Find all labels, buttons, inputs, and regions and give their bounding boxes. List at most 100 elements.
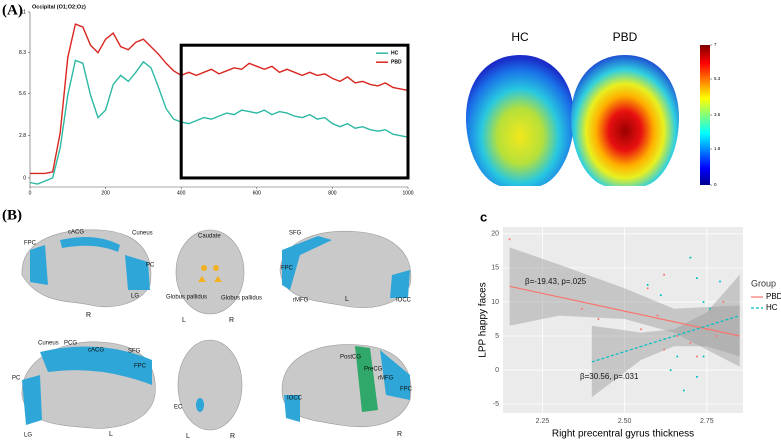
point xyxy=(580,307,583,310)
brain-label: SFG xyxy=(128,349,141,355)
brain-label: rMFG xyxy=(293,298,309,304)
point xyxy=(676,355,679,358)
head-pbd xyxy=(571,55,679,186)
annotation: β=-19.43, p=.025 xyxy=(525,277,587,286)
y-tick-label: 8.3 xyxy=(19,50,26,56)
legend-label: HC xyxy=(391,51,399,57)
brain-label: L xyxy=(109,431,113,438)
x-tick-label: 2.25 xyxy=(536,418,550,425)
x-tick-label: 0 xyxy=(29,190,32,196)
point xyxy=(695,355,698,358)
brain-label: R xyxy=(397,431,402,438)
highlight-box xyxy=(179,43,410,180)
brain-label: L xyxy=(186,433,190,440)
brain-images xyxy=(21,229,412,431)
point xyxy=(669,369,672,372)
map-title: PBD xyxy=(613,30,638,44)
head-hc xyxy=(466,55,574,186)
brain-label-group: FPC cACG Cuneus PC LG R Caudate Globus p… xyxy=(12,230,413,440)
brain-label: PostCG xyxy=(340,355,361,361)
legend-label: HC xyxy=(766,303,778,312)
brain-label: FPC xyxy=(281,266,294,272)
series-line xyxy=(30,23,409,175)
head-maps xyxy=(466,55,679,186)
brain-label: cACG xyxy=(88,348,104,354)
series-line xyxy=(29,59,409,185)
x-tick-label: 2.50 xyxy=(618,418,632,425)
brain-label: Cuneus xyxy=(132,231,153,237)
brain-label: Cuneus xyxy=(38,341,59,347)
x-tick-label: 600 xyxy=(253,190,262,196)
brain-label: IOCC xyxy=(396,298,412,304)
point xyxy=(646,283,649,286)
brain-label: IOCC xyxy=(287,396,303,402)
brain-label: PCG xyxy=(64,341,77,347)
point xyxy=(722,300,725,303)
x-axis-label: Right precentral gyrus thickness xyxy=(552,429,694,440)
point xyxy=(663,273,666,276)
point xyxy=(709,307,712,310)
point xyxy=(689,341,692,344)
x-tick-label: 400 xyxy=(177,190,186,196)
fit-line xyxy=(509,285,740,337)
colorbar-tick-label: 0 xyxy=(714,182,717,187)
point xyxy=(682,389,685,392)
colorbar-tick-label: 3.5 xyxy=(714,112,721,117)
point xyxy=(715,335,718,338)
brain-label: FPC xyxy=(24,241,37,247)
point xyxy=(597,317,600,320)
brain-label: LG xyxy=(131,294,139,300)
point xyxy=(659,294,662,297)
brain-label: R xyxy=(230,433,235,440)
x-tick-label: 1000 xyxy=(402,190,413,196)
y-tick-label: 20 xyxy=(491,231,499,238)
x-tick-label: 2.75 xyxy=(700,418,714,425)
point xyxy=(695,277,698,280)
point xyxy=(702,300,705,303)
brain-label: Globus pallidus xyxy=(166,295,207,301)
y-tick-label: 11 xyxy=(21,9,26,15)
legend-title: Group xyxy=(751,278,776,288)
point xyxy=(663,348,666,351)
brain-label: SFG xyxy=(289,231,302,237)
point xyxy=(689,256,692,259)
brain-label: R xyxy=(86,312,91,319)
y-tick-label: 2.8 xyxy=(19,133,26,139)
y-tick-label: 0 xyxy=(495,367,499,374)
point xyxy=(702,355,705,358)
brain-label: L xyxy=(345,296,349,303)
brain-label: FPC xyxy=(134,364,147,370)
confidence-band xyxy=(509,247,740,367)
y-axis-label: LPP happy faces xyxy=(478,282,489,357)
colorbar xyxy=(700,45,710,185)
brain-label: Globus pallidus xyxy=(221,296,262,302)
confidence-band xyxy=(591,274,740,398)
plot-background xyxy=(503,227,743,413)
chart-title: Occipital (O1;O2;Oz) xyxy=(32,4,86,10)
x-tick-label: 200 xyxy=(101,190,110,196)
colorbar-tick-label: 5.3 xyxy=(714,76,721,81)
map-title: HC xyxy=(511,30,529,44)
brain-label: PreCG xyxy=(364,367,383,373)
brain-label: L xyxy=(182,317,186,324)
y-tick-label: 0 xyxy=(23,175,26,181)
panel-label: (A) xyxy=(2,2,23,18)
colorbar-tick-label: 1.8 xyxy=(714,146,721,151)
annotation: β=30.56, p=.031 xyxy=(580,372,639,381)
y-tick-label: 5.6 xyxy=(19,91,26,97)
brain-label: PC xyxy=(146,263,155,269)
point xyxy=(718,280,721,283)
brain-label: cACG xyxy=(68,230,84,236)
legend-label: PBD xyxy=(766,292,781,301)
panel-label: c xyxy=(480,209,487,224)
x-tick-label: 800 xyxy=(328,190,337,196)
fit-line xyxy=(591,315,740,363)
legend-label: PBD xyxy=(391,60,402,66)
y-tick-label: 15 xyxy=(491,265,499,272)
y-tick-label: -5 xyxy=(493,401,499,408)
point xyxy=(676,335,679,338)
brain-label: LG xyxy=(24,433,32,439)
colorbar-tick-label: 7 xyxy=(714,42,717,47)
brain-label: EC xyxy=(174,405,183,411)
